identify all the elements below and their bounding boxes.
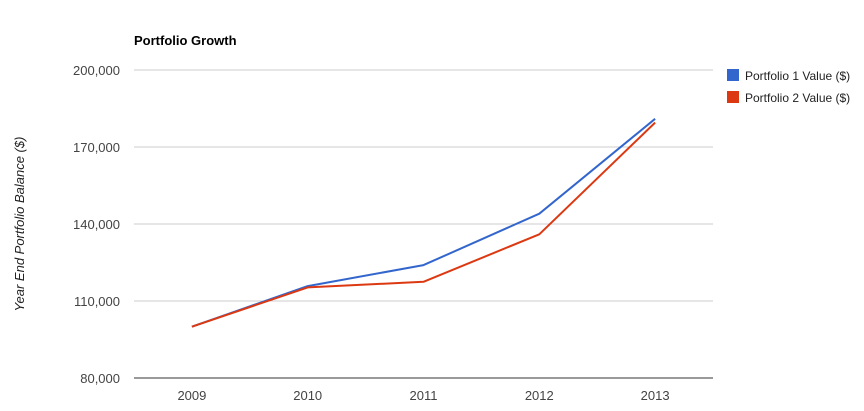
x-tick-label: 2011 <box>410 388 438 403</box>
legend: Portfolio 1 Value ($) Portfolio 2 Value (… <box>727 69 850 105</box>
x-tick-label: 2012 <box>525 388 554 403</box>
x-tick-label: 2013 <box>641 388 670 403</box>
y-tick-label: 170,000 <box>73 140 120 155</box>
series-line-portfolio-1 <box>191 118 656 328</box>
y-tick-label: 140,000 <box>73 217 120 232</box>
y-tick-label: 80,000 <box>80 371 120 386</box>
legend-label: Portfolio 1 Value ($) <box>745 69 850 83</box>
series-line-portfolio-2 <box>191 121 656 328</box>
legend-swatch <box>727 91 739 103</box>
x-tick-label: 2010 <box>293 388 322 403</box>
x-axis-ticks: 2009 2010 2011 2012 2013 <box>177 388 669 403</box>
y-tick-label: 110,000 <box>74 294 120 309</box>
y-tick-label: 200,000 <box>73 63 120 78</box>
y-axis-label: Year End Portfolio Balance ($) <box>12 137 27 312</box>
y-axis-ticks: 80,000 110,000 140,000 170,000 200,000 <box>73 63 120 386</box>
gridlines <box>134 69 713 379</box>
legend-swatch <box>727 69 739 81</box>
x-tick-label: 2009 <box>177 388 206 403</box>
series-lines <box>191 118 656 328</box>
legend-label: Portfolio 2 Value ($) <box>745 91 850 105</box>
chart-title: Portfolio Growth <box>134 33 237 48</box>
